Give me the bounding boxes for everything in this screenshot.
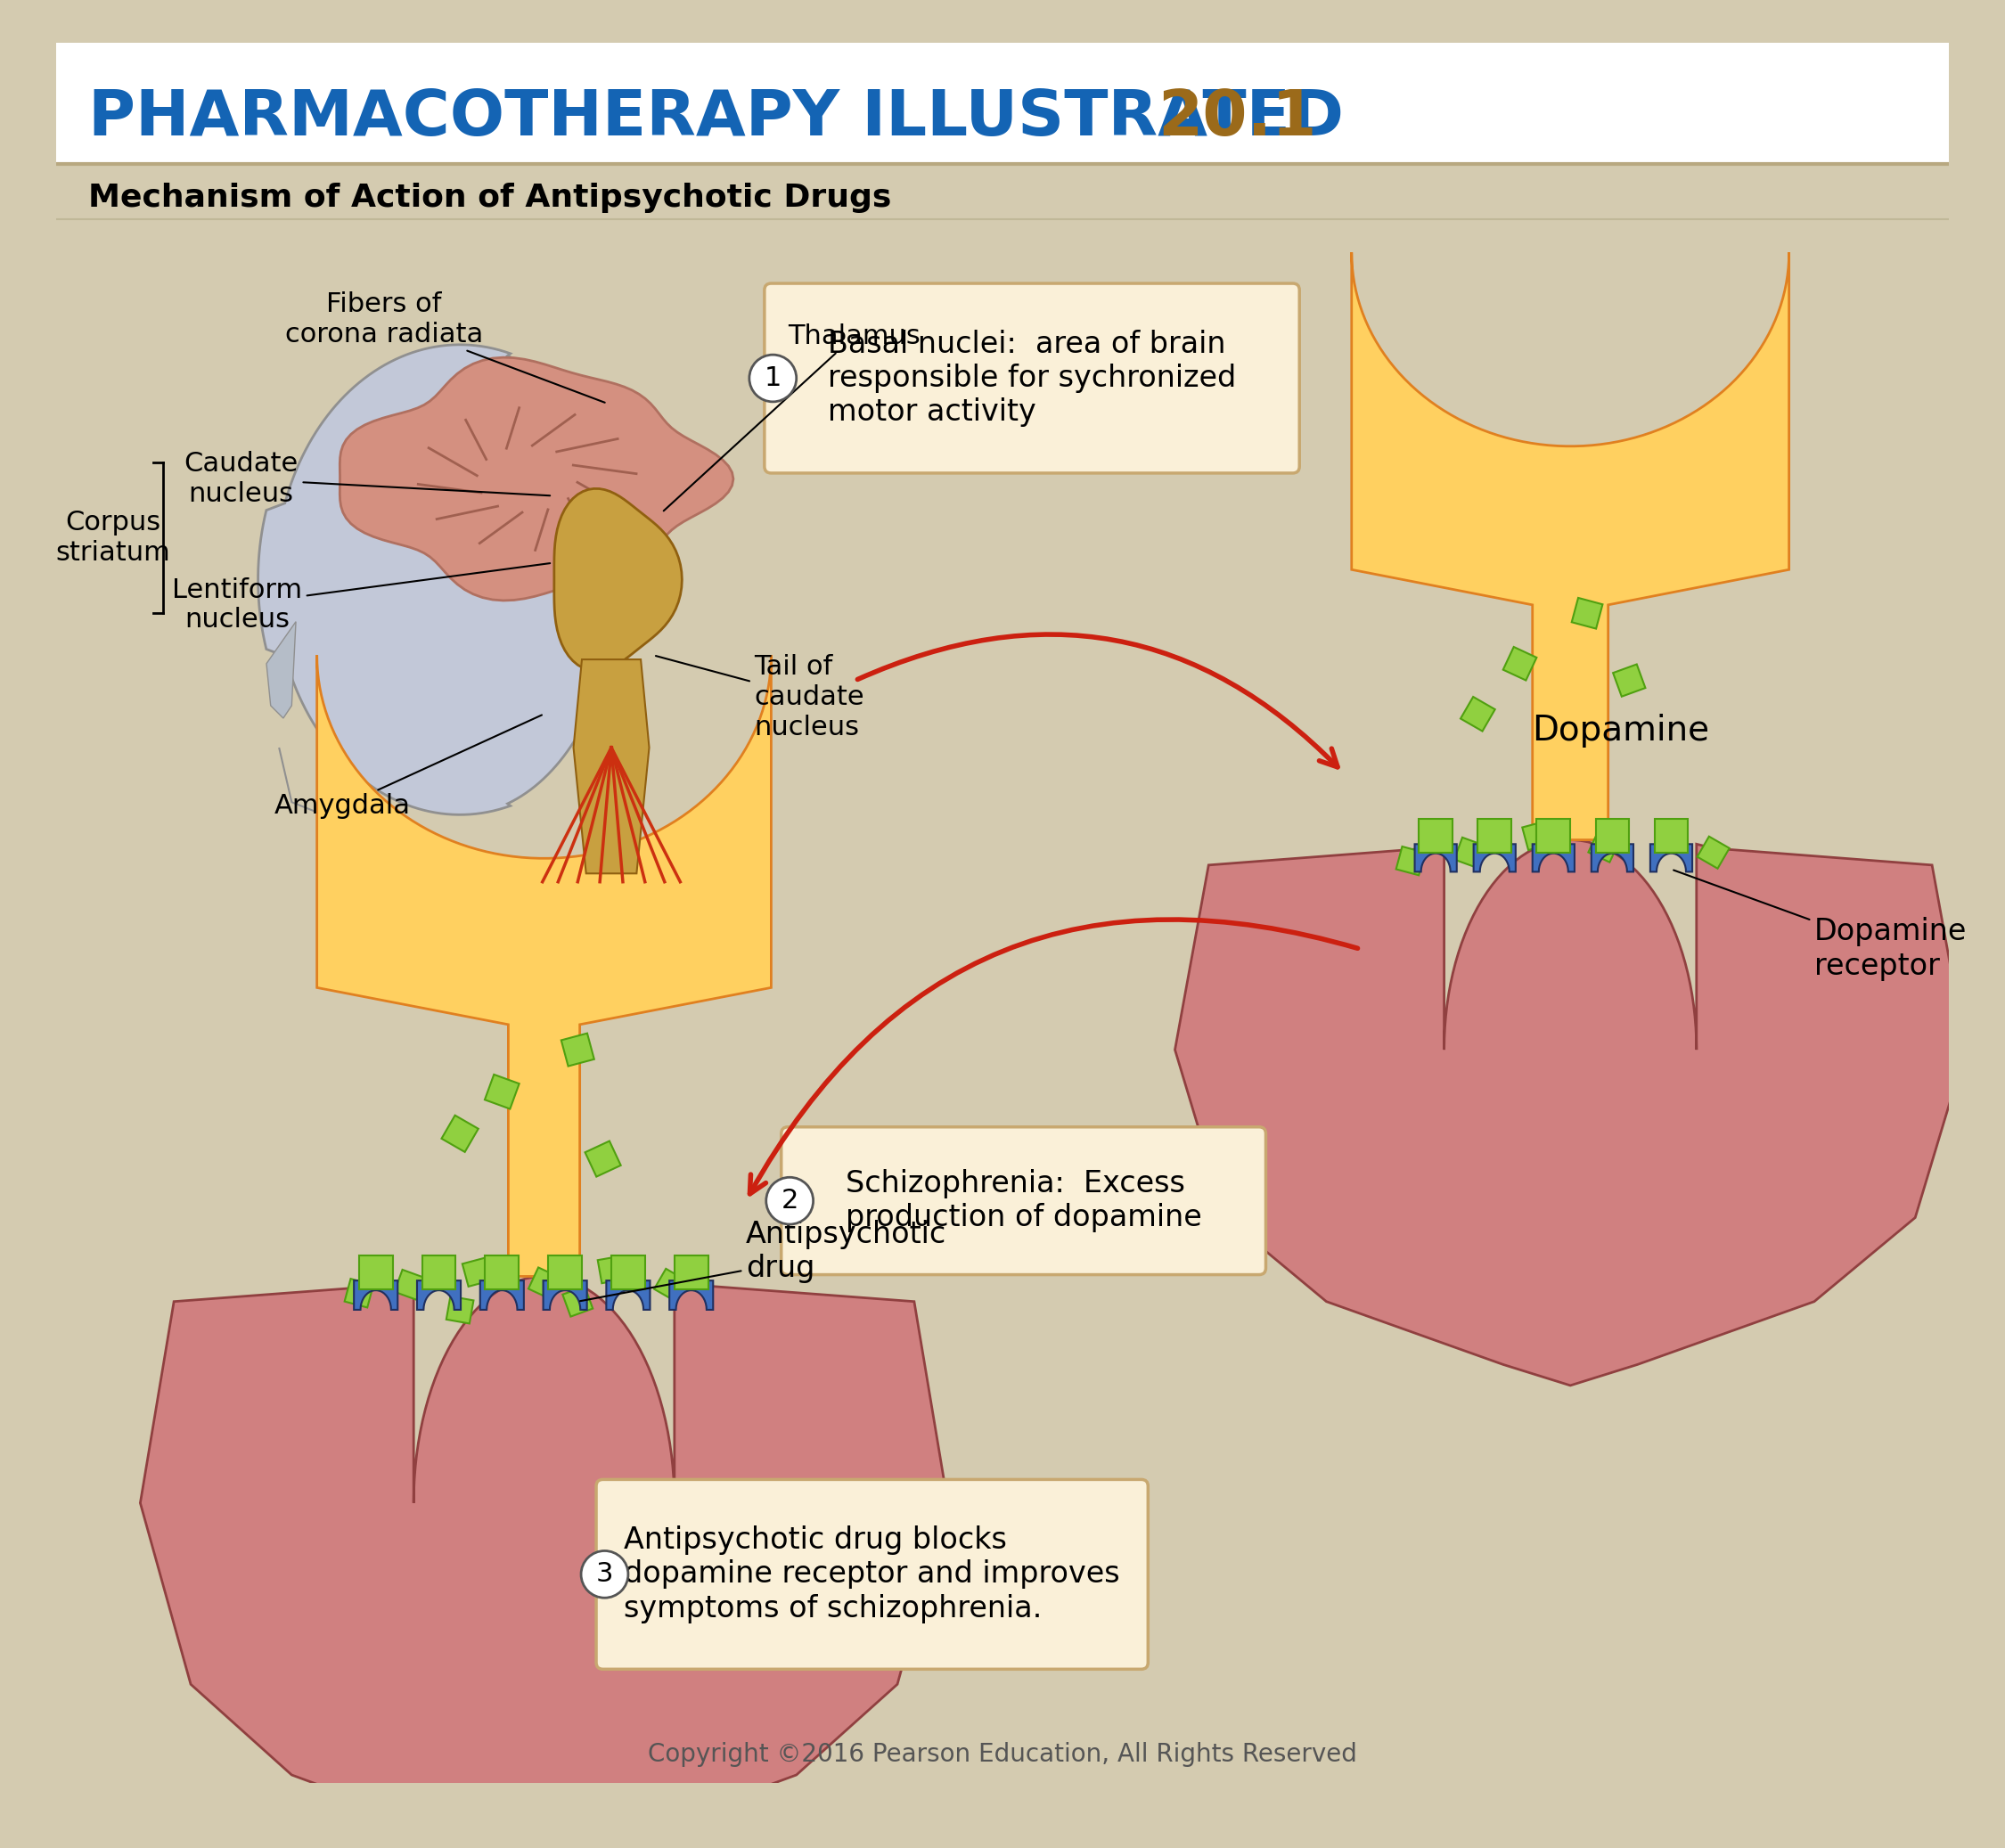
FancyBboxPatch shape [764,283,1299,473]
Polygon shape [359,1255,393,1288]
Text: Antipsychotic
drug: Antipsychotic drug [579,1220,946,1301]
Text: 1: 1 [764,366,782,392]
Text: Fibers of
corona radiata: Fibers of corona radiata [285,292,606,403]
FancyArrowPatch shape [750,920,1357,1194]
Polygon shape [1454,837,1484,867]
Polygon shape [1658,826,1684,854]
Text: Dopamine
receptor: Dopamine receptor [1674,870,1967,981]
Text: 20.1: 20.1 [1159,87,1317,150]
Polygon shape [1588,832,1620,863]
Polygon shape [447,1295,473,1323]
Polygon shape [1175,841,1965,1386]
Polygon shape [56,43,1251,164]
Polygon shape [1416,845,1458,872]
Polygon shape [1572,599,1602,628]
Polygon shape [395,1270,425,1299]
Text: Copyright ©2016 Pearson Education, All Rights Reserved: Copyright ©2016 Pearson Education, All R… [648,1743,1357,1767]
Polygon shape [1478,819,1512,852]
Polygon shape [1504,647,1536,680]
Text: Tail of
caudate
nucleus: Tail of caudate nucleus [656,654,864,739]
Polygon shape [1698,837,1730,869]
FancyBboxPatch shape [595,1480,1149,1669]
Polygon shape [654,1270,686,1301]
Polygon shape [56,43,1949,164]
Polygon shape [355,1281,397,1310]
Polygon shape [423,1255,455,1288]
Polygon shape [463,1258,491,1286]
Polygon shape [674,1255,708,1288]
Polygon shape [563,1286,593,1316]
Polygon shape [339,357,734,601]
Text: Lentiform
nucleus: Lentiform nucleus [172,564,549,632]
Text: Mechanism of Action of Antipsychotic Drugs: Mechanism of Action of Antipsychotic Dru… [88,183,892,213]
Polygon shape [317,656,772,1277]
Polygon shape [345,1279,373,1308]
Text: Dopamine: Dopamine [1532,713,1710,748]
Circle shape [766,1177,814,1225]
Polygon shape [259,346,618,815]
Text: Thalamus: Thalamus [664,323,920,510]
Polygon shape [1460,697,1496,732]
Polygon shape [140,1277,948,1848]
Polygon shape [606,1281,650,1310]
Polygon shape [267,621,297,719]
Text: Amygdala: Amygdala [275,715,541,819]
FancyBboxPatch shape [782,1127,1265,1275]
Polygon shape [597,1257,626,1283]
Text: 3: 3 [595,1562,614,1587]
Polygon shape [1420,819,1452,852]
Text: 2: 2 [782,1188,798,1214]
Polygon shape [1614,663,1646,697]
Polygon shape [547,1255,581,1288]
Polygon shape [485,1255,519,1288]
Text: Corpus
striatum: Corpus striatum [56,510,170,565]
FancyArrowPatch shape [858,634,1337,767]
Polygon shape [529,1268,559,1299]
Polygon shape [670,1281,714,1310]
Polygon shape [573,660,650,874]
Polygon shape [1351,253,1788,839]
Polygon shape [441,1116,479,1151]
Polygon shape [612,1255,646,1288]
Polygon shape [1532,845,1574,872]
Polygon shape [585,1140,622,1177]
Text: Antipsychotic drug blocks
dopamine receptor and improves
symptoms of schizophren: Antipsychotic drug blocks dopamine recep… [624,1526,1121,1623]
Polygon shape [485,1074,519,1109]
Polygon shape [479,1281,523,1310]
Polygon shape [1650,845,1692,872]
Polygon shape [561,1033,593,1066]
Polygon shape [553,488,682,671]
Polygon shape [1536,819,1570,852]
Polygon shape [1654,819,1688,852]
Circle shape [581,1550,628,1599]
Polygon shape [543,1281,587,1310]
Polygon shape [417,1281,461,1310]
Polygon shape [1522,821,1552,850]
Circle shape [750,355,796,401]
Polygon shape [1395,846,1426,876]
Polygon shape [1596,819,1630,852]
Text: Caudate
nucleus: Caudate nucleus [184,451,549,506]
Text: Schizophrenia:  Excess
production of dopamine: Schizophrenia: Excess production of dopa… [846,1170,1201,1233]
Polygon shape [1592,845,1634,872]
Polygon shape [1474,845,1516,872]
Text: PHARMACOTHERAPY ILLUSTRATED: PHARMACOTHERAPY ILLUSTRATED [88,87,1343,150]
Text: Basal nuclei:  area of brain
responsible for sychronized
motor activity: Basal nuclei: area of brain responsible … [828,329,1237,427]
